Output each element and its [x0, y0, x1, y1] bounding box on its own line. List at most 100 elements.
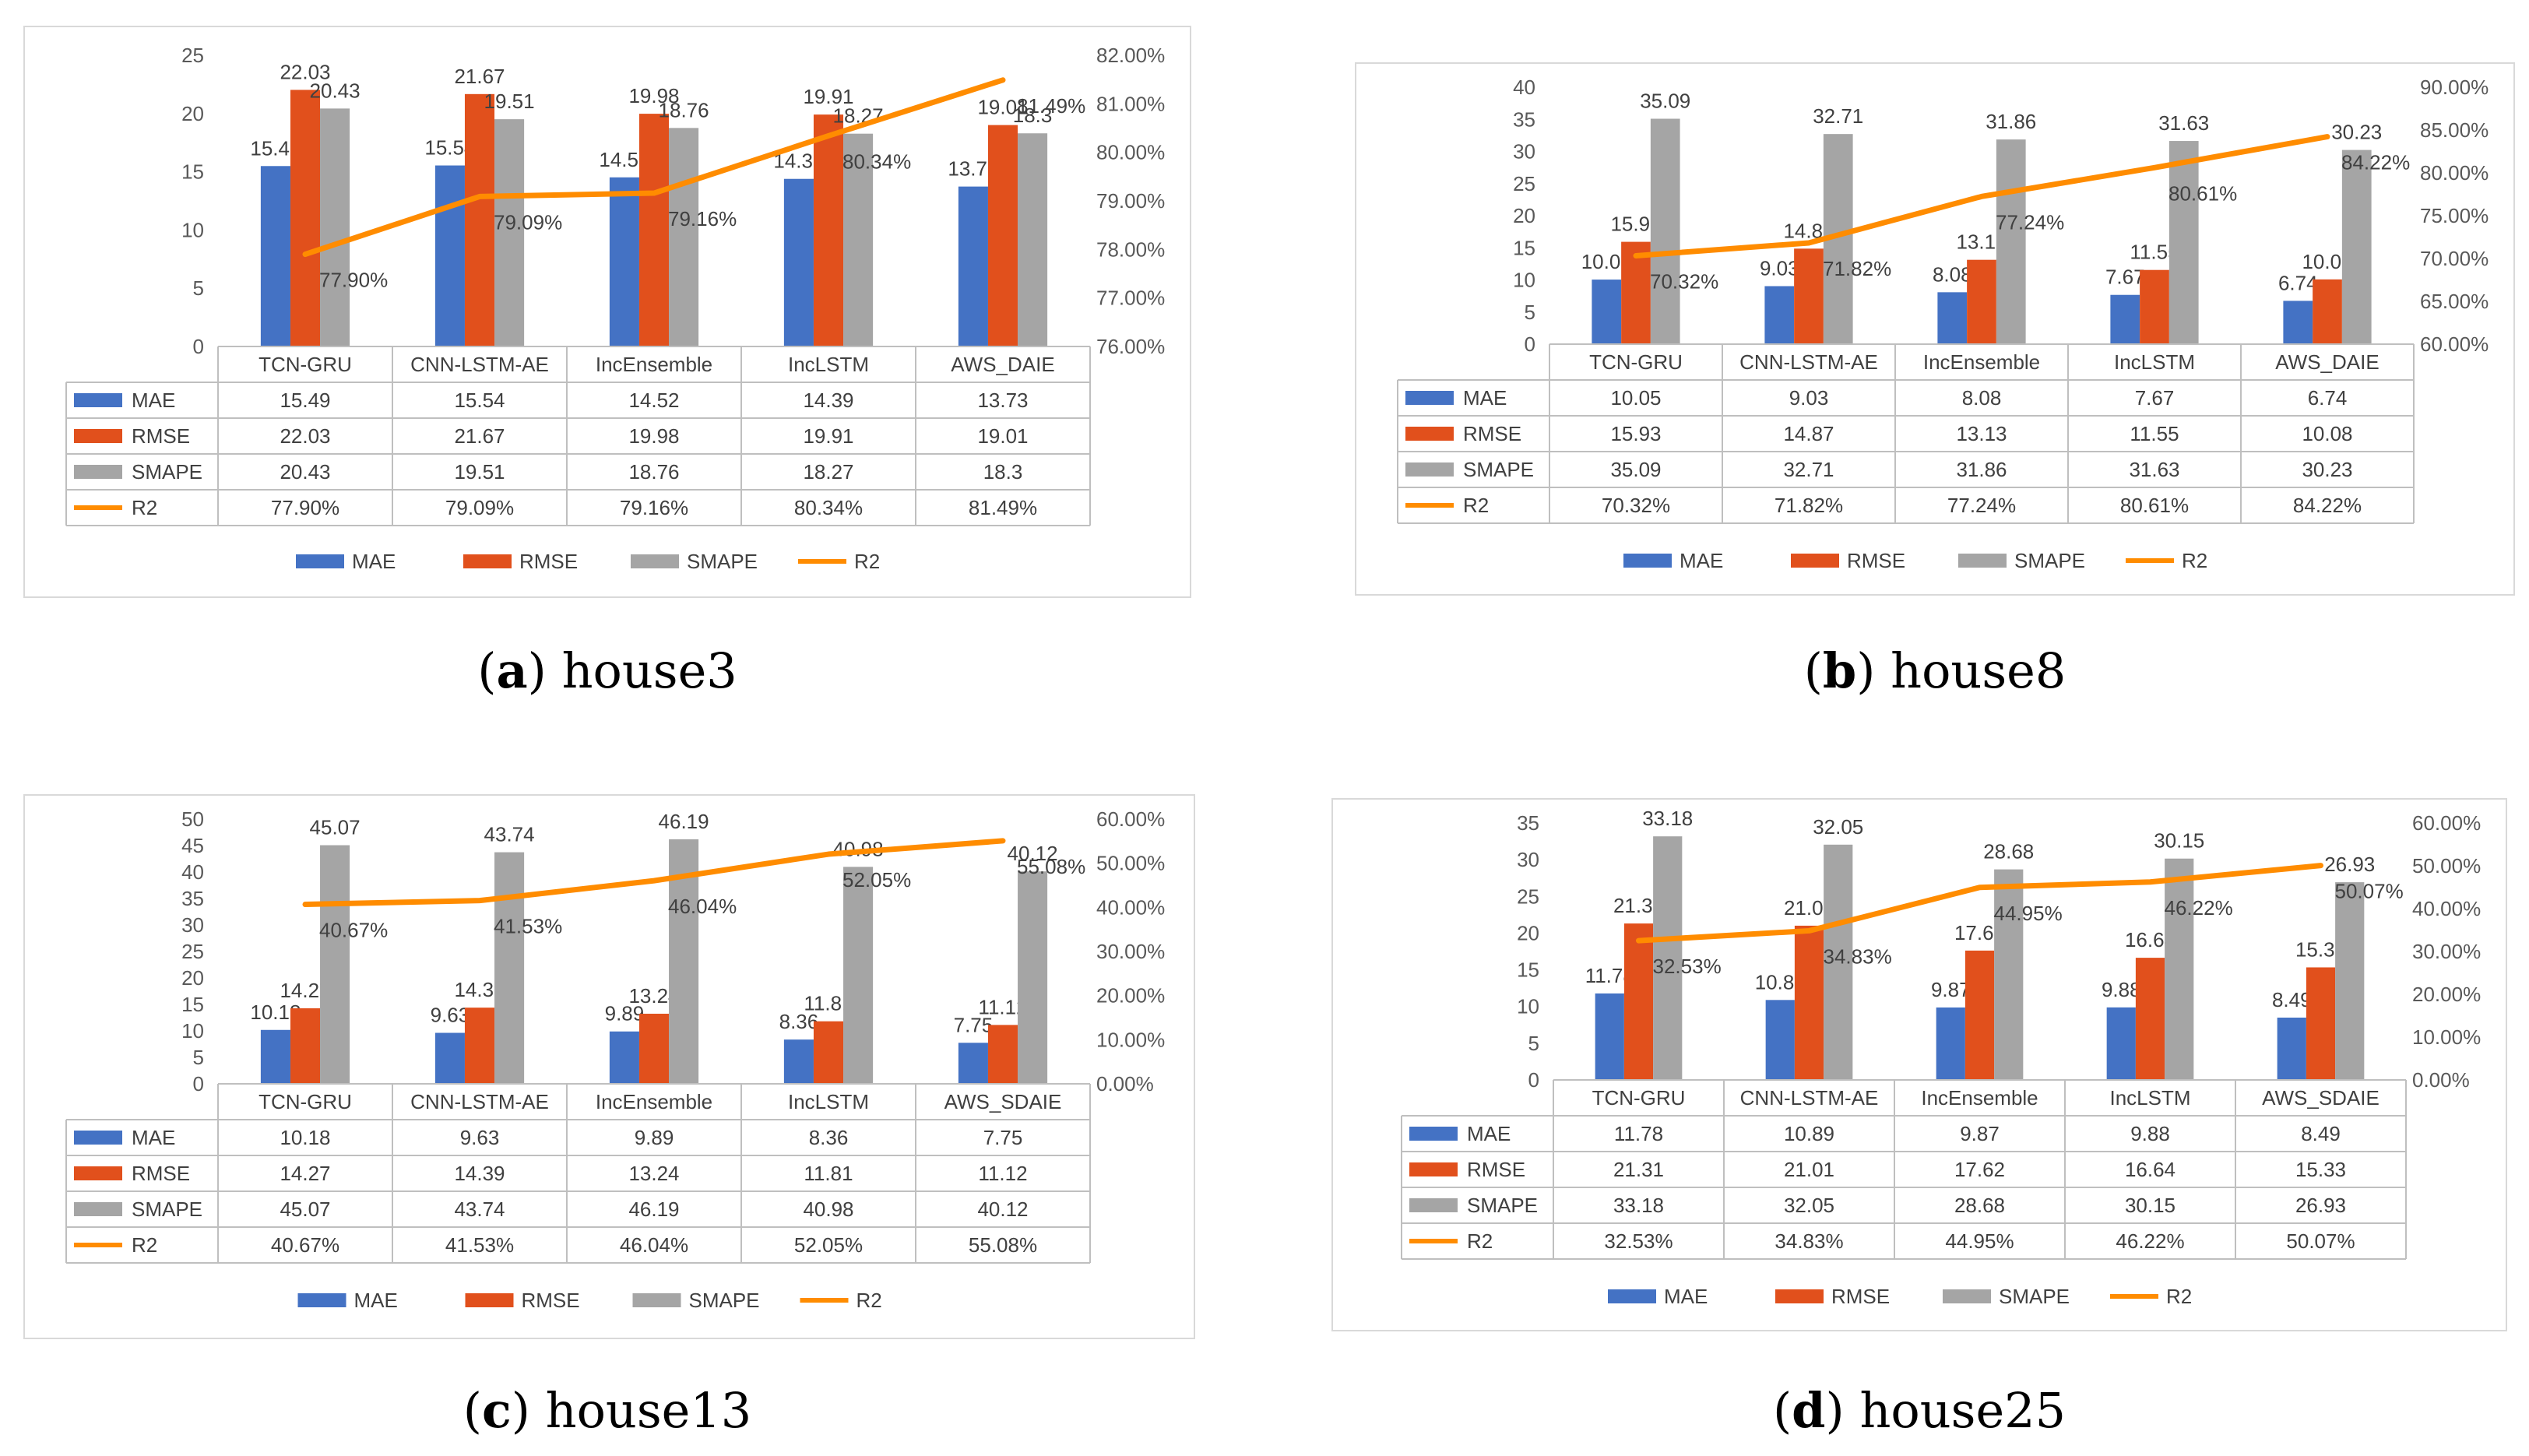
bar-smape — [1994, 869, 2024, 1080]
table-cell: 14.87 — [1783, 422, 1834, 445]
y2-tick-label: 78.00% — [1096, 237, 1165, 261]
bar-mae — [783, 178, 814, 346]
legend-label: MAE — [1664, 1285, 1708, 1308]
table-legend-key — [74, 465, 122, 479]
bar-rmse — [290, 1008, 321, 1084]
y2-tick-label: 20.00% — [2412, 983, 2481, 1006]
legend-label: SMAPE — [687, 550, 758, 573]
bar-rmse — [813, 114, 844, 346]
y2-tick-label: 40.00% — [1096, 895, 1165, 919]
chart-house25: 0 5 10 15 20 25 30 35 0.00% 10.00% 20.00% 30.00% 40.… — [1331, 798, 2507, 1331]
table-cell: 31.63 — [2129, 458, 2179, 481]
bar-data-label: 20.43 — [310, 79, 361, 102]
bar-mae — [1937, 292, 1968, 344]
table-cell: 33.18 — [1613, 1194, 1664, 1217]
caption-name: house8 — [1891, 642, 2066, 699]
bar-data-label: 40.12 — [1008, 842, 1058, 865]
bar-data-label: 9.87 — [1931, 978, 1971, 1001]
category-label: AWS_SDAIE — [2262, 1086, 2380, 1110]
legend-label: R2 — [854, 550, 880, 573]
line-data-label: 32.53% — [1653, 955, 1722, 978]
table-cell: 41.53% — [445, 1233, 514, 1257]
table-cell: 79.09% — [445, 496, 514, 519]
table-cell: 8.49 — [2301, 1122, 2341, 1145]
y-tick-label: 5 — [193, 1046, 204, 1069]
table-legend-key — [1405, 391, 1454, 405]
legend-label: MAE — [1680, 549, 1723, 572]
category-label: TCN-GRU — [1589, 350, 1683, 374]
category-label: AWS_SDAIE — [944, 1090, 1062, 1113]
caption-a: (a) house3 — [477, 642, 737, 699]
legend-key — [631, 554, 679, 568]
caption-letter: d — [1792, 1382, 1826, 1439]
category-label: IncEnsemble — [1921, 1086, 2038, 1110]
table-cell: 43.74 — [454, 1198, 505, 1221]
y2-tick-label: 70.00% — [2420, 247, 2489, 270]
bar-data-label: 8.36 — [779, 1010, 819, 1033]
y2-tick-label: 76.00% — [1096, 335, 1165, 358]
table-cell: 50.07% — [2286, 1229, 2355, 1253]
y2-tick-label: 65.00% — [2420, 290, 2489, 313]
bar-smape — [2168, 141, 2199, 344]
table-row-label: SMAPE — [132, 460, 202, 484]
bar-rmse — [2135, 958, 2165, 1080]
table-cell: 80.34% — [794, 496, 863, 519]
bar-data-label: 30.15 — [2154, 829, 2204, 853]
table-row-label: MAE — [1467, 1122, 1511, 1145]
table-row-label: R2 — [132, 496, 157, 519]
bar-rmse — [2306, 967, 2336, 1080]
table-cell: 46.19 — [628, 1198, 679, 1221]
line-data-label: 80.34% — [842, 149, 911, 173]
bar-data-label: 32.71 — [1813, 104, 1863, 128]
table-cell: 18.3 — [983, 460, 1023, 484]
table-cell: 6.74 — [2308, 386, 2348, 410]
table-row-label: MAE — [1463, 386, 1507, 410]
bar-rmse — [813, 1021, 844, 1084]
table-legend-key — [1405, 427, 1454, 441]
table-cell: 77.90% — [271, 496, 339, 519]
table-row-label: RMSE — [1467, 1158, 1525, 1181]
y2-tick-label: 75.00% — [2420, 204, 2489, 227]
legend-key — [463, 554, 512, 568]
table-cell: 8.08 — [1962, 386, 2002, 410]
bar-mae — [1592, 280, 1622, 344]
table-cell: 15.54 — [454, 389, 505, 412]
bar-data-label: 7.75 — [954, 1013, 994, 1036]
table-row-label: SMAPE — [1463, 458, 1534, 481]
category-label: IncEnsemble — [596, 1090, 712, 1113]
table-cell: 44.95% — [1945, 1229, 2014, 1253]
category-label: CNN-LSTM-AE — [410, 1090, 549, 1113]
bar-mae — [2283, 301, 2313, 344]
table-cell: 10.05 — [1610, 386, 1661, 410]
y-tick-label: 40 — [1513, 76, 1535, 99]
table-cell: 9.03 — [1789, 386, 1829, 410]
category-label: CNN-LSTM-AE — [1739, 350, 1878, 374]
bar-mae — [2110, 294, 2140, 344]
bar-mae — [1936, 1007, 1965, 1080]
table-row-label: SMAPE — [1467, 1194, 1538, 1217]
line-data-label: 79.09% — [494, 210, 562, 234]
bar-mae — [2277, 1017, 2306, 1080]
y2-tick-label: 80.00% — [1096, 141, 1165, 164]
table-cell: 15.93 — [1610, 422, 1661, 445]
bar-data-label: 22.03 — [280, 60, 330, 83]
line-data-label: 50.07% — [2335, 880, 2404, 903]
table-row-label: SMAPE — [132, 1198, 202, 1221]
y-tick-label: 5 — [193, 276, 204, 300]
chart-panel-c: 0 5 10 15 20 25 30 35 40 45 50 0.00% 10.00% 20.00% 30.… — [23, 794, 1195, 1339]
bar-rmse — [638, 1013, 670, 1084]
bar-data-label: 7.67 — [2105, 266, 2145, 289]
bar-data-label: 19.51 — [484, 90, 535, 113]
bar-rmse — [1623, 923, 1654, 1080]
table-cell: 14.39 — [803, 389, 853, 412]
y2-tick-label: 50.00% — [2412, 854, 2481, 877]
category-label: AWS_DAIE — [951, 353, 1054, 376]
bar-data-label: 18.3 — [1013, 104, 1053, 127]
table-cell: 70.32% — [1602, 494, 1670, 517]
legend-key — [297, 1293, 346, 1307]
category-label: TCN-GRU — [259, 1090, 352, 1113]
y-tick-label: 10 — [181, 218, 204, 241]
bar-rmse — [290, 90, 321, 346]
table-cell: 32.71 — [1783, 458, 1834, 481]
y2-tick-label: 81.00% — [1096, 92, 1165, 115]
